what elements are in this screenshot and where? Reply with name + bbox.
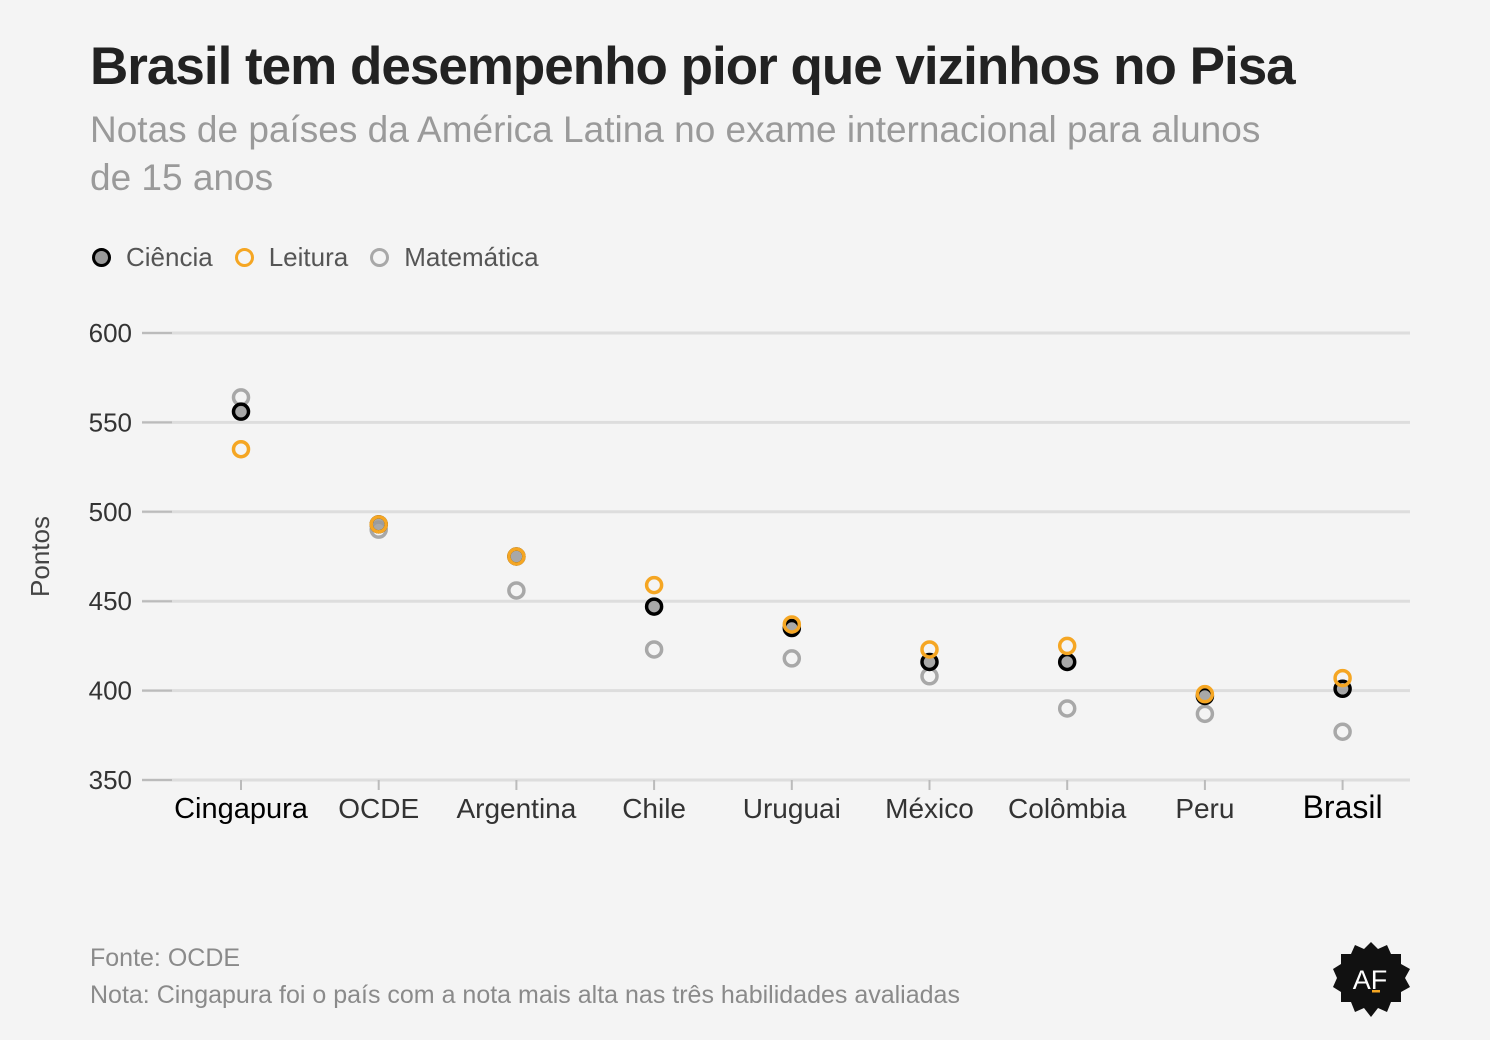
- chart-subtitle: Notas de países da América Latina no exa…: [90, 109, 1261, 198]
- x-tick-label-7: Peru: [1175, 793, 1234, 824]
- source-note: Fonte: OCDE: [90, 944, 241, 972]
- y-tick-label-500: 500: [89, 497, 132, 527]
- y-tick-label-350: 350: [89, 765, 132, 795]
- point-matematica-4: [782, 649, 802, 668]
- x-tick-label-0: Cingapura: [174, 793, 309, 825]
- legend-marker-matematica: [370, 248, 390, 267]
- logo-accent-bar: [1372, 990, 1380, 993]
- y-axis-label: Pontos: [25, 516, 55, 597]
- x-tick-label-5: México: [885, 793, 974, 824]
- point-ciencia-3: [644, 597, 664, 616]
- x-tick-label-2: Argentina: [456, 793, 576, 824]
- point-leitura-6: [1057, 636, 1077, 656]
- legend-marker-ciencia: [92, 248, 111, 267]
- point-matematica-3: [644, 640, 664, 659]
- point-leitura-0: [231, 439, 251, 459]
- point-matematica-8: [1333, 722, 1352, 741]
- legend-label-leitura: Leitura: [268, 242, 349, 272]
- x-tick-label-6: Colômbia: [1008, 793, 1127, 824]
- chart-title: Brasil tem desempenho pior que vizinhos …: [90, 37, 1296, 96]
- point-ciencia-6: [1057, 652, 1077, 672]
- point-matematica-7: [1195, 704, 1215, 724]
- legend-label-ciencia: Ciência: [126, 242, 213, 272]
- y-tick-label-550: 550: [89, 407, 132, 437]
- legend-item-leitura: Leitura: [234, 242, 349, 273]
- point-ciencia-0: [231, 402, 251, 421]
- logo-text: AF: [1353, 965, 1388, 995]
- point-leitura-7: [1195, 684, 1215, 704]
- y-tick-label-450: 450: [89, 586, 132, 616]
- y-tick-label-400: 400: [89, 676, 132, 706]
- x-tick-label-4: Uruguai: [743, 793, 841, 824]
- point-leitura-4: [782, 615, 802, 634]
- point-matematica-2: [507, 581, 526, 600]
- point-ciencia-5: [920, 652, 939, 672]
- dot-plot: 600 550 500 450 400 350 Pontos Cingapura OCDE Arg…: [25, 318, 1410, 825]
- legend-label-matematica: Matemática: [404, 242, 539, 272]
- af-logo: AF: [1333, 942, 1410, 1017]
- legend: Ciência Leitura Matemática: [92, 242, 561, 273]
- point-leitura-3: [644, 575, 664, 595]
- x-tick-label-3: Chile: [622, 793, 686, 824]
- y-tick-label-600: 600: [89, 318, 132, 348]
- point-leitura-1: [369, 515, 388, 534]
- point-leitura-2: [507, 547, 526, 566]
- x-tick-label-1: OCDE: [338, 793, 419, 824]
- legend-marker-leitura: [234, 248, 254, 267]
- point-leitura-5: [920, 640, 939, 659]
- point-matematica-6: [1057, 699, 1077, 718]
- logo-badge-shape: [1333, 942, 1410, 1017]
- point-leitura-8: [1333, 668, 1352, 688]
- legend-item-ciencia: Ciência: [92, 242, 213, 273]
- legend-item-matematica: Matemática: [370, 242, 539, 273]
- x-tick-label-8: Brasil: [1303, 789, 1383, 825]
- footnote: Nota: Cingapura foi o país com a nota ma…: [90, 981, 960, 1009]
